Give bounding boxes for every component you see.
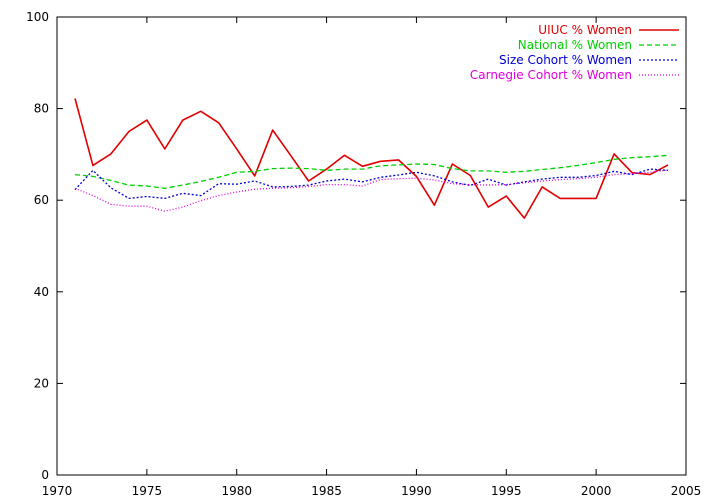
series-line-size-cohort-women [74, 168, 669, 200]
legend-label-carnegie-cohort-women: Carnegie Cohort % Women [470, 68, 632, 82]
x-tick-label: 1990 [401, 484, 432, 498]
plot-frame [56, 16, 687, 476]
y-tick-label: 40 [34, 285, 49, 299]
y-tick-label: 100 [26, 10, 49, 24]
y-tick-label: 20 [34, 376, 49, 390]
y-tick-label: 0 [41, 468, 49, 482]
x-tick-label: 1970 [42, 484, 73, 498]
y-tick-label: 60 [34, 193, 49, 207]
x-tick-label: 1980 [221, 484, 252, 498]
x-tick-label: 2000 [581, 484, 612, 498]
x-tick-label: 1975 [132, 484, 163, 498]
series-lines [74, 98, 669, 219]
series-line-uiuc-women [74, 98, 669, 219]
x-tick-label: 2005 [671, 484, 702, 498]
x-tick-label: 1995 [491, 484, 522, 498]
series-line-carnegie-cohort-women [74, 169, 669, 212]
legend-label-uiuc-women: UIUC % Women [538, 23, 632, 37]
legend-label-national-women: National % Women [518, 38, 632, 52]
legend-label-size-cohort-women: Size Cohort % Women [499, 53, 632, 67]
axis-ticks: 1970 1975 1980 1985 1990 1995 2000 2005 0 20 40 60 8… [26, 10, 701, 498]
y-tick-label: 80 [34, 102, 49, 116]
x-tick-label: 1985 [311, 484, 342, 498]
series-line-national-women [74, 154, 669, 189]
